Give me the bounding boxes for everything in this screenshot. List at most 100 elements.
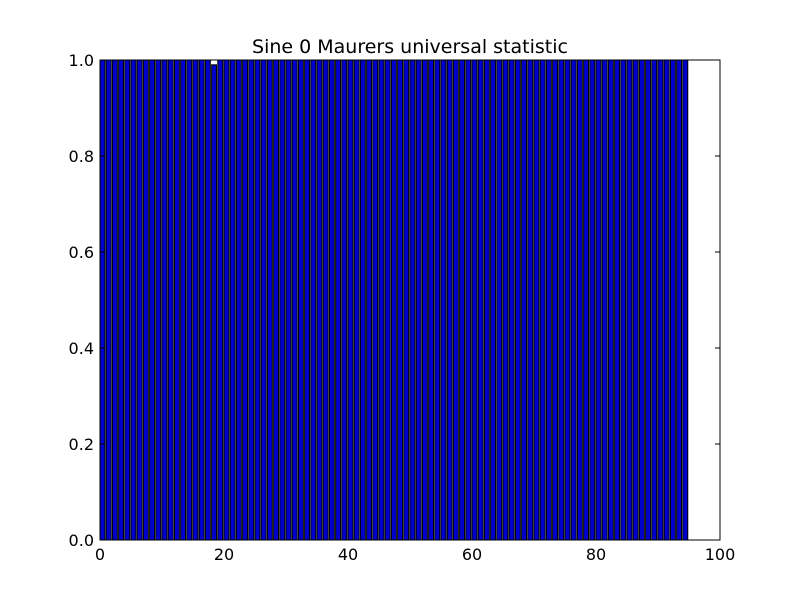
- bar: [285, 59, 292, 541]
- bar: [682, 59, 689, 541]
- bar: [440, 59, 447, 541]
- bar: [533, 59, 540, 541]
- bar: [359, 59, 366, 541]
- bar: [347, 59, 354, 541]
- bar: [248, 59, 255, 541]
- bar: [620, 59, 627, 541]
- bar: [366, 59, 373, 541]
- bar: [527, 59, 534, 541]
- bar: [502, 59, 509, 541]
- bar: [576, 59, 583, 541]
- bar: [111, 59, 118, 541]
- bar: [155, 59, 162, 541]
- bar: [614, 59, 621, 541]
- x-tick-label: 40: [338, 545, 358, 564]
- bar: [421, 59, 428, 541]
- bar: [545, 59, 552, 541]
- bar: [428, 59, 435, 541]
- bar: [390, 59, 397, 541]
- bar: [415, 59, 422, 541]
- bar: [452, 59, 459, 541]
- chart-title: Sine 0 Maurers universal statistic: [252, 36, 568, 58]
- bar: [204, 59, 211, 541]
- bar: [434, 59, 441, 541]
- bar: [316, 59, 323, 541]
- bar: [539, 59, 546, 541]
- bar: [459, 59, 466, 541]
- bar: [254, 59, 261, 541]
- bar: [564, 59, 571, 541]
- y-tick-label: 0.4: [69, 339, 94, 358]
- bar: [558, 59, 565, 541]
- bar: [657, 59, 664, 541]
- bar: [235, 59, 242, 541]
- x-tick-label: 60: [462, 545, 482, 564]
- axes-layer: 0 20 40 60 80 100 0.0 0.2 0.4 0.6 0.8 1.0: [69, 51, 736, 564]
- bar: [136, 59, 143, 541]
- bar: [583, 59, 590, 541]
- bar: [105, 59, 112, 541]
- bar: [310, 59, 317, 541]
- bar: [130, 59, 137, 541]
- y-tick-label: 0.8: [69, 147, 94, 166]
- bar: [552, 59, 559, 541]
- bar: [124, 59, 131, 541]
- bar: [173, 59, 180, 541]
- bar: [477, 59, 484, 541]
- bar: [328, 59, 335, 541]
- bar: [266, 59, 273, 541]
- bar: [626, 59, 633, 541]
- bar: [322, 59, 329, 541]
- bar: [663, 59, 670, 541]
- bar: [409, 59, 416, 541]
- y-tick-label: 1.0: [69, 51, 94, 70]
- bar: [161, 59, 168, 541]
- bar: [471, 59, 478, 541]
- bar: [384, 59, 391, 541]
- bar: [297, 59, 304, 541]
- bar: [167, 59, 174, 541]
- x-tick-label: 100: [705, 545, 736, 564]
- bar: [570, 59, 577, 541]
- bar: [403, 59, 410, 541]
- bar: [669, 59, 676, 541]
- bar: [676, 59, 683, 541]
- bar: [397, 59, 404, 541]
- bar: [273, 59, 280, 541]
- bar: [645, 59, 652, 541]
- bar: [632, 59, 639, 541]
- bar: [521, 59, 528, 541]
- bar: [372, 59, 379, 541]
- bar: [198, 59, 205, 541]
- bar: [149, 59, 156, 541]
- bar: [186, 59, 193, 541]
- x-tick-label: 0: [95, 545, 105, 564]
- bar: [595, 59, 602, 541]
- x-tick-label: 20: [214, 545, 234, 564]
- bar: [229, 59, 236, 541]
- bar: [118, 59, 125, 541]
- bar: [304, 59, 311, 541]
- bar: [490, 59, 497, 541]
- bar: [483, 59, 490, 541]
- bar: [651, 59, 658, 541]
- bars-layer: [99, 59, 689, 541]
- x-tick-label: 80: [586, 545, 606, 564]
- y-tick-label: 0.2: [69, 435, 94, 454]
- bar: [508, 59, 515, 541]
- bar: [279, 59, 286, 541]
- y-tick-label: 0.6: [69, 243, 94, 262]
- bar: [353, 59, 360, 541]
- bar: [192, 59, 199, 541]
- bar: [260, 59, 267, 541]
- bar: [142, 59, 149, 541]
- bar: [638, 59, 645, 541]
- bar: [99, 59, 106, 541]
- bar: [601, 59, 608, 541]
- bar: [180, 59, 187, 541]
- bar: [589, 59, 596, 541]
- bar: [335, 59, 342, 541]
- bar: [211, 64, 218, 541]
